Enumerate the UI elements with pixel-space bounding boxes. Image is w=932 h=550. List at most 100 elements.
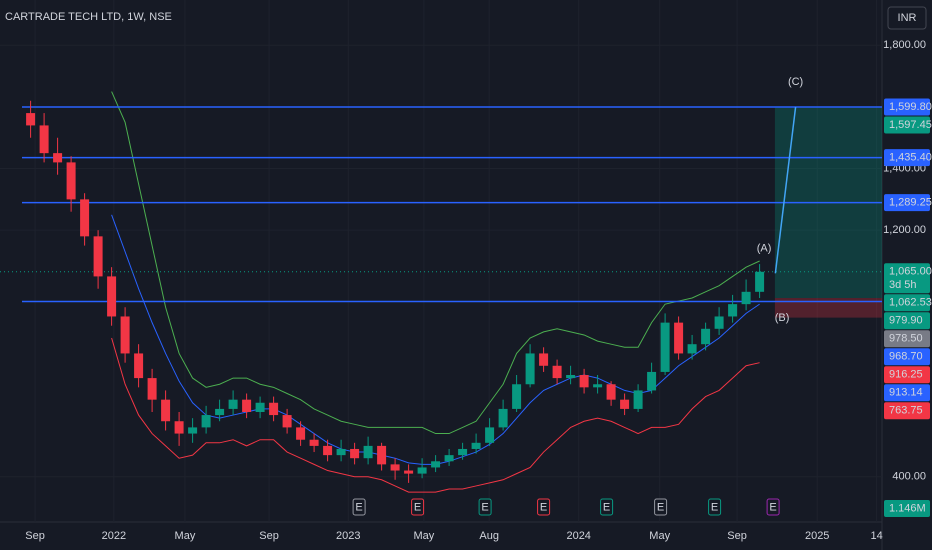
earnings-marker	[352, 498, 366, 516]
price-tag	[884, 330, 930, 348]
stop-zone	[774, 298, 882, 318]
chart-title: CARTRADE TECH LTD, 1W, NSE	[5, 11, 172, 23]
candle-body	[350, 448, 360, 459]
candle-body	[647, 371, 657, 391]
candle-body	[660, 322, 670, 372]
price-tag	[884, 312, 930, 330]
price-tag	[884, 294, 930, 312]
price-tag-label: 1,289.25	[889, 197, 932, 209]
candle-body	[147, 378, 157, 400]
price-tag-label: 1,065.00	[889, 266, 932, 278]
candle-body	[404, 470, 414, 474]
candle-body	[579, 375, 589, 388]
candle-body	[174, 421, 184, 434]
candle-body	[755, 271, 765, 292]
currency[interactable]: INR	[898, 12, 917, 24]
candle-body	[552, 365, 562, 379]
x-tick-label: 2022	[102, 530, 126, 542]
x-tick-label: May	[414, 530, 435, 542]
price-tag	[884, 263, 930, 294]
candle-body	[242, 399, 252, 412]
earnings-label: E	[603, 501, 610, 513]
wave-projection	[774, 106, 797, 274]
candle-body	[566, 375, 576, 379]
y-tick-label: 400.00	[892, 471, 926, 483]
price-tag	[884, 98, 930, 116]
x-tick-label: Sep	[25, 530, 45, 542]
earnings-label: E	[540, 501, 547, 513]
candle-body	[606, 384, 616, 400]
earnings-marker	[537, 498, 551, 516]
price-tag-countdown: 3d 5h	[889, 279, 917, 291]
candle-body	[444, 455, 454, 462]
price-tag	[884, 348, 930, 366]
candle-body	[282, 415, 292, 428]
earnings-label: E	[657, 501, 664, 513]
price-tag	[884, 402, 930, 420]
plot: (A) (B) (C) E E E E E E E E	[0, 76, 882, 516]
earnings-label: E	[711, 501, 718, 513]
candle-body	[498, 408, 508, 428]
volume-tag-label: 1.146M	[889, 502, 926, 514]
candle-body	[485, 427, 495, 443]
price-tag-label: 1,062.53	[889, 297, 932, 309]
price-tag-label: 913.14	[889, 387, 923, 399]
candle-body	[309, 439, 319, 446]
earnings-marker	[708, 498, 722, 516]
earnings-label: E	[414, 501, 421, 513]
price-tag-label: 968.70	[889, 351, 923, 363]
y-tick-label: 1,200.00	[883, 224, 926, 236]
candle-body	[620, 399, 630, 409]
candle-body	[93, 236, 103, 277]
earnings-label: E	[481, 501, 488, 513]
price-tag-label: 1,435.40	[889, 152, 932, 164]
earnings-label: E	[355, 501, 362, 513]
earnings-marker	[654, 498, 668, 516]
candle-body	[26, 113, 36, 126]
candle-body	[336, 448, 346, 456]
candle-body	[201, 415, 211, 428]
x-tick-label: Sep	[727, 530, 747, 542]
price-tag	[884, 149, 930, 167]
price-tag-label: 978.50	[889, 333, 923, 345]
earnings-marker	[600, 498, 614, 516]
candle-body	[593, 384, 603, 388]
candle-body	[66, 162, 76, 200]
candle-body	[417, 467, 427, 474]
candle-body	[80, 199, 90, 237]
candle-body	[390, 464, 400, 471]
price-tag	[884, 384, 930, 402]
x-tick-label: 14	[870, 530, 882, 542]
candle-body	[701, 328, 711, 345]
x-tick-label: May	[175, 530, 196, 542]
candle-body	[512, 384, 522, 409]
currency-box[interactable]	[887, 6, 927, 30]
candle-body	[120, 316, 130, 354]
candle-body	[431, 461, 441, 468]
band-line	[111, 337, 760, 493]
candle-body	[215, 408, 225, 416]
candle-body	[188, 427, 198, 434]
candle-body	[363, 445, 373, 459]
candle-body	[633, 390, 643, 409]
x-tick-label: Aug	[479, 530, 499, 542]
y-tick-label: 1,800.00	[883, 39, 926, 51]
wave-label: (B)	[775, 312, 790, 324]
candle-body	[255, 402, 265, 412]
candle-body	[687, 344, 697, 354]
candle-body	[269, 402, 279, 416]
candle-body	[161, 399, 171, 422]
price-tag	[884, 366, 930, 384]
wave-label: (A)	[757, 243, 772, 255]
candle-body	[296, 427, 306, 440]
price-tag-label: 916.25	[889, 369, 923, 381]
candle-body	[539, 353, 549, 366]
earnings-marker	[766, 498, 780, 516]
price-tag-label: 1,597.45	[889, 119, 932, 131]
candle-body	[228, 399, 238, 409]
candle-body	[377, 445, 387, 465]
candle-body	[39, 125, 49, 154]
candle-body	[728, 304, 738, 317]
